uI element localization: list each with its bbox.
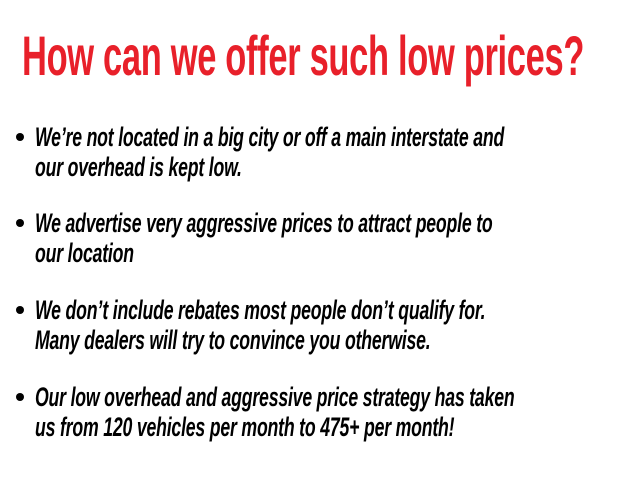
bullet-dot-icon: [16, 219, 24, 227]
bullet-text: Our low overhead and aggressive price st…: [35, 382, 515, 412]
bullet-item: Our low overhead and aggressive price st…: [0, 382, 640, 446]
bullet-dot-icon: [16, 306, 24, 314]
bullet-dot-icon: [16, 393, 24, 401]
bullet-item: We’re not located in a big city or off a…: [0, 122, 640, 186]
bullet-text: We’re not located in a big city or off a…: [35, 122, 505, 152]
bullet-text: our overhead is kept low.: [35, 152, 242, 182]
slide-title: How can we offer such low prices?: [22, 24, 585, 87]
bullet-item: We advertise very aggressive prices to a…: [0, 208, 640, 272]
bullet-dot-icon: [16, 133, 24, 141]
bullet-text: Many dealers will try to convince you ot…: [35, 325, 431, 355]
bullet-text: us from 120 vehicles per month to 475+ p…: [35, 412, 455, 442]
bullet-text: We don’t include rebates most people don…: [35, 295, 486, 325]
bullet-item: We don’t include rebates most people don…: [0, 295, 640, 359]
bullet-text: our location: [35, 238, 134, 268]
bullet-text: We advertise very aggressive prices to a…: [35, 208, 493, 238]
